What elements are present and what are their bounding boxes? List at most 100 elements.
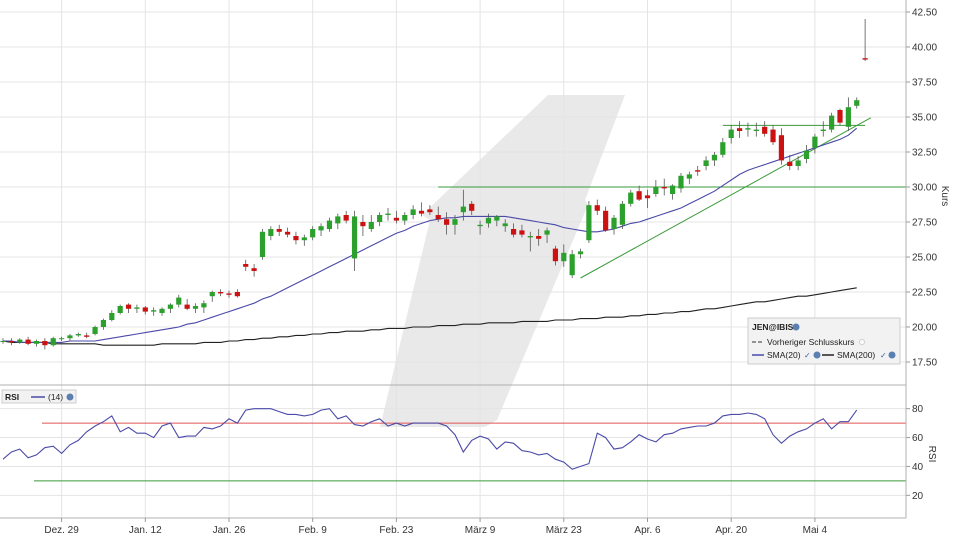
candle-body bbox=[527, 236, 533, 238]
candle-body bbox=[711, 154, 718, 161]
candle bbox=[201, 300, 207, 313]
rsi-axis: 20 40 60 80 bbox=[906, 404, 924, 502]
candle-body bbox=[17, 339, 23, 343]
candle bbox=[577, 248, 584, 259]
price-legend[interactable]: JEN@IBIS Vorheriger Schlusskurs SMA(20) … bbox=[747, 317, 901, 365]
candle bbox=[100, 318, 107, 330]
candle bbox=[469, 201, 475, 215]
candle-body bbox=[770, 129, 776, 143]
candle bbox=[109, 310, 115, 322]
candle-body bbox=[192, 306, 199, 309]
candle bbox=[301, 234, 307, 246]
candle-body bbox=[510, 229, 517, 235]
candle-body bbox=[762, 126, 768, 134]
rsi-settings-icon[interactable] bbox=[66, 393, 74, 401]
candle-body bbox=[100, 320, 107, 327]
candle-body bbox=[167, 304, 173, 309]
rsi-tick-label: 20 bbox=[912, 491, 924, 502]
candle-body bbox=[544, 230, 550, 235]
candle-body bbox=[301, 237, 307, 241]
candle-body bbox=[720, 142, 726, 155]
candle bbox=[636, 185, 642, 201]
candle-body bbox=[519, 230, 525, 235]
prev-close-toggle[interactable] bbox=[859, 339, 865, 345]
rsi-tick-label: 40 bbox=[912, 462, 924, 473]
sma20-line bbox=[3, 127, 858, 343]
price-tick-label: 35.00 bbox=[912, 113, 937, 124]
candle bbox=[611, 215, 617, 235]
rsi-legend[interactable]: RSI (14) bbox=[1, 389, 77, 404]
candle bbox=[661, 178, 667, 196]
legend-title: JEN@IBIS bbox=[752, 322, 794, 332]
x-tick-label: Jan. 26 bbox=[213, 525, 246, 536]
candle bbox=[485, 213, 492, 228]
sma200-check-icon[interactable]: ✓ bbox=[880, 351, 887, 360]
legend-box bbox=[747, 317, 901, 365]
candle-body bbox=[268, 229, 274, 236]
price-tick-label: 37.50 bbox=[912, 78, 937, 89]
candle-body bbox=[142, 307, 148, 312]
candle-body bbox=[661, 187, 667, 189]
candle-body bbox=[778, 135, 785, 161]
candle-body bbox=[310, 229, 316, 238]
candle bbox=[410, 205, 416, 220]
candle-body bbox=[837, 110, 843, 123]
sma200-settings-icon[interactable] bbox=[888, 351, 896, 359]
candle-body bbox=[25, 339, 31, 344]
candle-body bbox=[226, 293, 232, 295]
candle-body bbox=[75, 334, 81, 336]
candle-body bbox=[50, 338, 56, 346]
candle bbox=[427, 205, 433, 215]
candle-body bbox=[402, 215, 408, 221]
candle-body bbox=[586, 205, 592, 241]
candle bbox=[42, 338, 48, 350]
candle bbox=[494, 215, 500, 227]
legend-info-icon[interactable] bbox=[792, 323, 800, 331]
candle-body bbox=[42, 341, 48, 346]
candle bbox=[619, 201, 625, 229]
candle bbox=[477, 220, 483, 235]
candle-body bbox=[234, 292, 240, 297]
candle-body bbox=[485, 217, 492, 224]
rsi-tick-label: 80 bbox=[912, 404, 924, 415]
rsi-line bbox=[2, 408, 858, 470]
candle bbox=[318, 223, 324, 236]
candle-body bbox=[109, 313, 115, 320]
rsi-legend-period: (14) bbox=[48, 392, 63, 402]
candle-body bbox=[125, 304, 132, 309]
candle bbox=[762, 121, 768, 137]
candle-body bbox=[829, 115, 835, 130]
sma20-check-icon[interactable]: ✓ bbox=[804, 351, 811, 360]
price-tick-label: 22.50 bbox=[912, 288, 937, 299]
candle-body bbox=[151, 310, 157, 312]
candle-body bbox=[33, 341, 40, 344]
candle-body bbox=[745, 128, 751, 130]
x-tick-label: März 9 bbox=[465, 525, 496, 536]
sma20-settings-icon[interactable] bbox=[813, 351, 821, 359]
candle bbox=[234, 289, 240, 298]
candle-body bbox=[502, 223, 508, 227]
candle bbox=[845, 97, 851, 131]
candle bbox=[644, 189, 651, 208]
candle bbox=[418, 202, 425, 217]
candle bbox=[310, 226, 316, 241]
candle bbox=[50, 336, 56, 347]
candle-body bbox=[736, 128, 743, 131]
candle-body bbox=[803, 150, 810, 159]
candle-body bbox=[753, 129, 759, 131]
candle-body bbox=[326, 220, 333, 229]
candle bbox=[402, 212, 408, 225]
candle-body bbox=[678, 175, 684, 189]
candle bbox=[293, 231, 299, 245]
candle bbox=[58, 336, 65, 341]
candle-body bbox=[218, 292, 224, 294]
candle bbox=[92, 325, 98, 336]
candle bbox=[218, 289, 224, 297]
candle-body bbox=[377, 215, 383, 222]
candle bbox=[351, 210, 358, 271]
candle-body bbox=[703, 160, 709, 166]
price-tick-label: 17.50 bbox=[912, 358, 937, 369]
candle bbox=[536, 229, 542, 246]
candle bbox=[142, 306, 148, 315]
